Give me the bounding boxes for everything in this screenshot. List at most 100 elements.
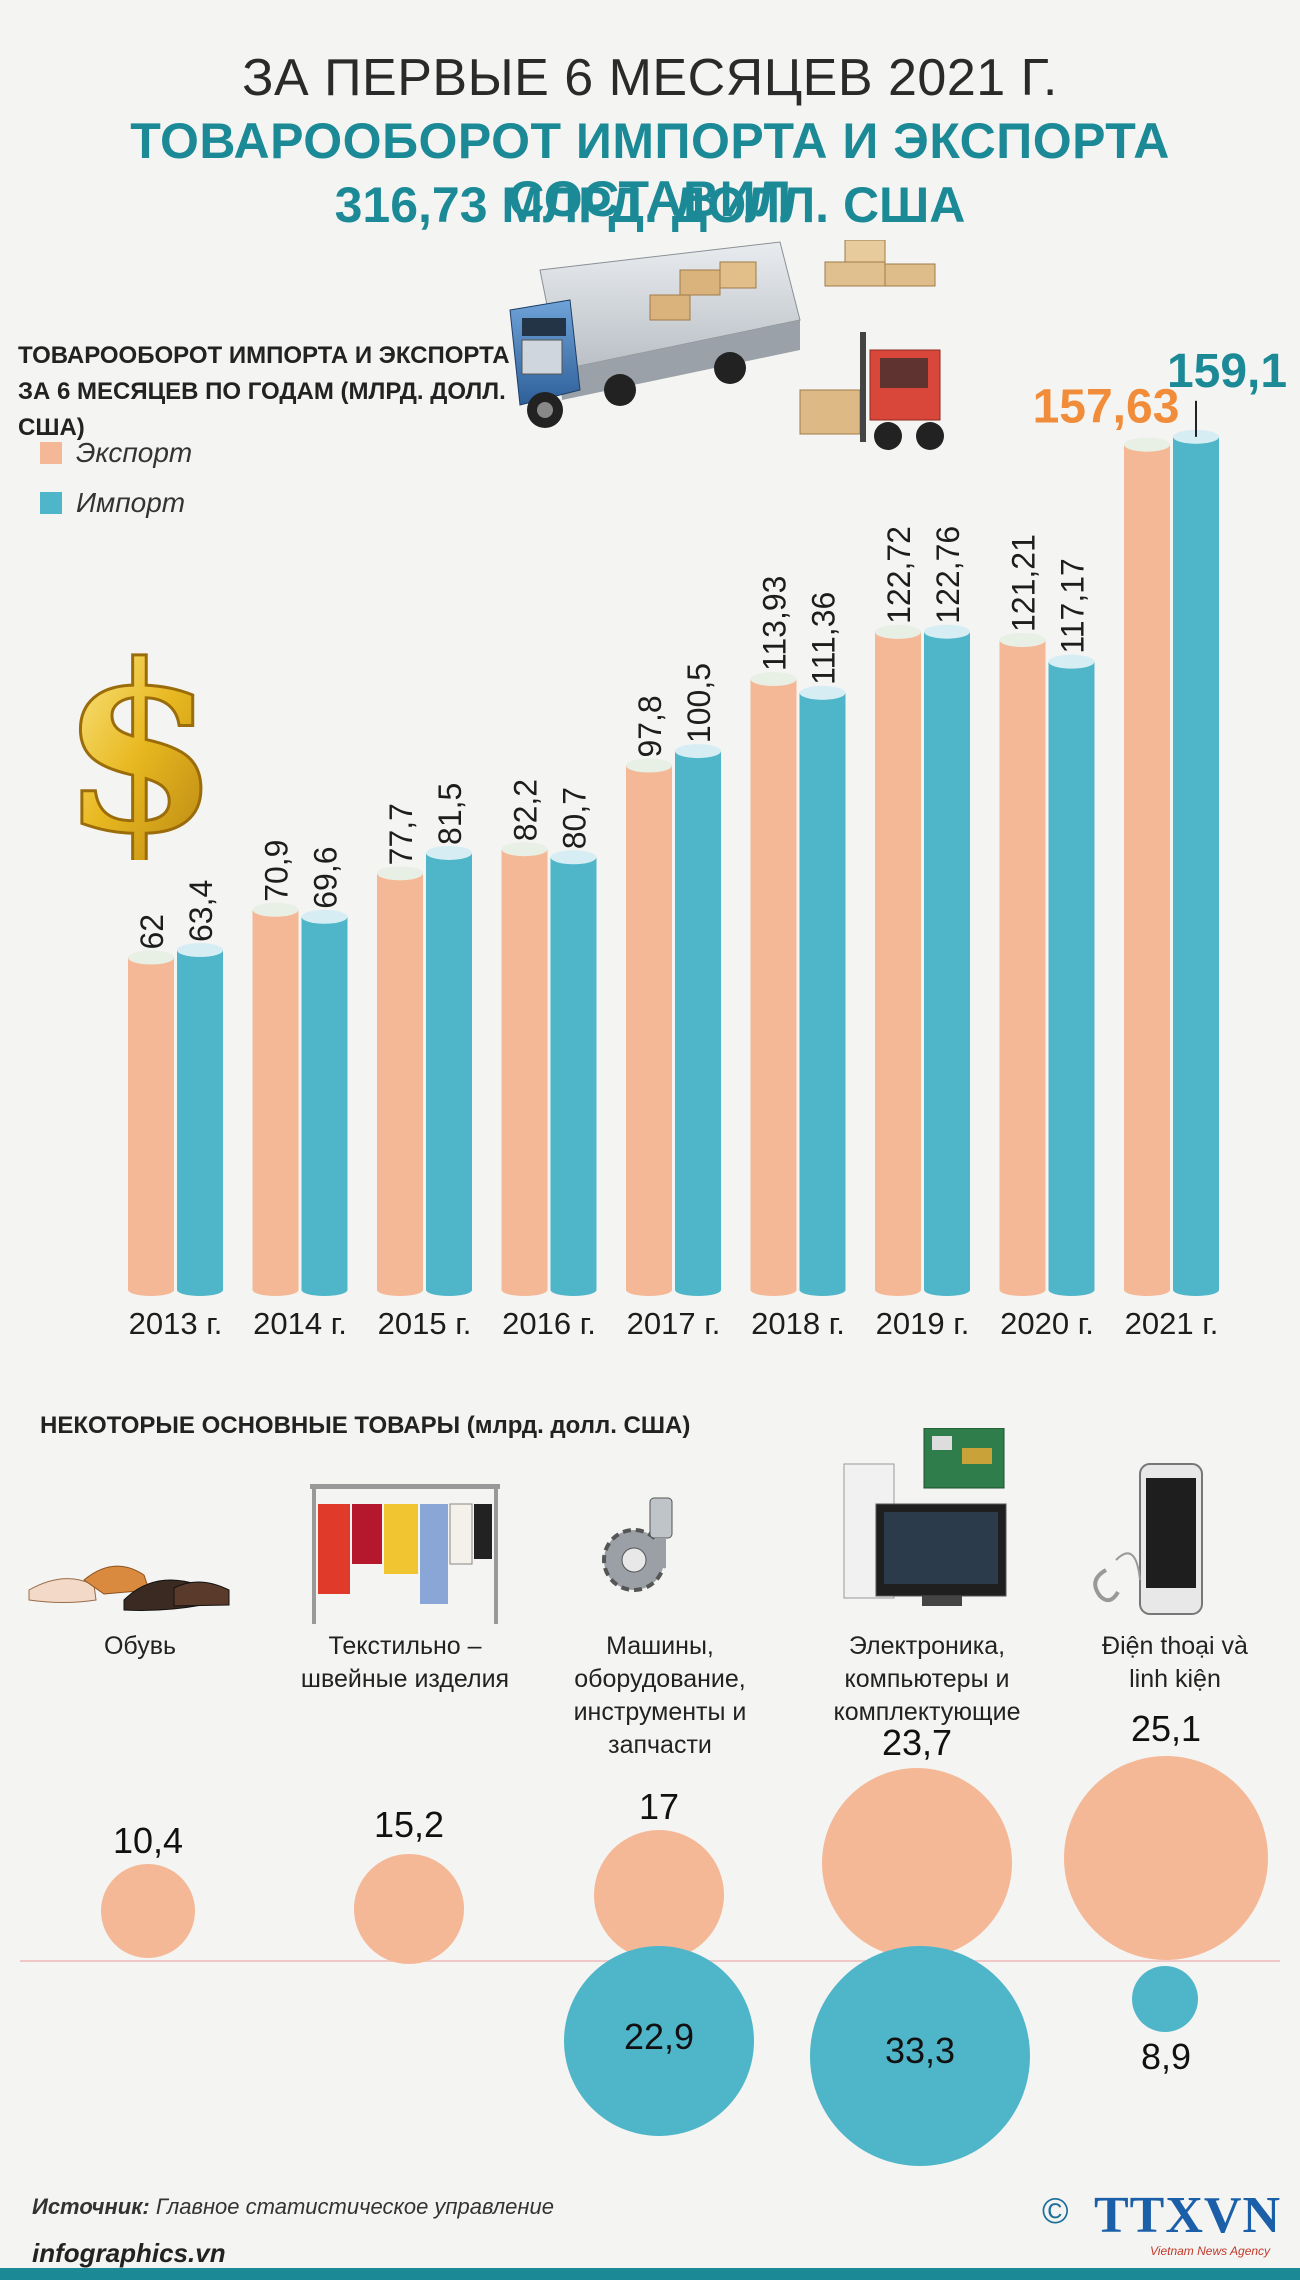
legend-item-import: Импорт [40,478,192,528]
x-tick-label-5: 2018 г. [751,1306,845,1341]
chart-title: ТОВАРООБОРОТ ИМПОРТА И ЭКСПОРТА ЗА 6 МЕС… [18,342,510,441]
bar-top-export-0 [128,950,174,965]
bar-export-6 [875,631,921,1290]
bar-import-1 [301,916,348,1290]
bar-export-1 [252,909,299,1290]
data-label-import-1: 69,6 [308,846,344,908]
bar-top-export-6 [875,624,921,639]
bubble-import-machinery [564,1946,754,2136]
bar-top-export-8 [1124,437,1170,452]
bar-import-0 [177,950,223,1290]
bar-base-import-8 [1173,1284,1219,1296]
value-export-machinery: 17 [638,1786,680,1827]
bar-base-import-7 [1048,1284,1095,1296]
gears-icon [602,1497,673,1592]
data-label-import-5: 111,36 [806,592,842,685]
smartphone-icon [1093,1463,1203,1615]
bar-top-import-3 [550,850,597,865]
dollar-sign-icon: $ [60,640,220,860]
data-label-import-0: 63,4 [183,880,219,942]
bar-top-import-5 [799,685,846,700]
value-export-phones: 25,1 [1130,1708,1202,1749]
bar-base-export-2 [377,1284,423,1296]
title-line-2: ТОВАРООБОРОТ ИМПОРТА И ЭКСПОРТА СОСТАВИЛ [130,113,1170,227]
bar-base-export-6 [875,1284,921,1296]
bar-top-import-2 [426,845,472,860]
goods-section-title: НЕКОТОРЫЕ ОСНОВНЫЕ ТОВАРЫ (млрд. долл. С… [40,1412,690,1440]
legend: Экспорт Импорт [40,428,192,528]
computer-icon [843,1428,1007,1606]
bar-top-export-2 [377,866,423,881]
bar-export-5 [750,679,797,1290]
title-line-1: ЗА ПЕРВЫЕ 6 МЕСЯЦЕВ 2021 Г. [242,49,1058,107]
data-label-export-2: 77,7 [383,803,419,865]
data-label-export-4: 97,8 [632,695,668,757]
svg-text:$: $ [60,640,220,860]
value-export-textile: 15,2 [373,1804,445,1845]
good-label-machinery: Машины, оборудование, инструменты и запч… [573,1632,747,1759]
ttxvn-logo: TTXVN [1094,2187,1282,2244]
bar-base-import-5 [799,1284,846,1296]
ttxvn-logo-subtitle: Vietnam News Agency [1150,2244,1271,2258]
bar-import-7 [1048,661,1095,1290]
bar-top-export-1 [252,902,299,917]
legend-item-export: Экспорт [40,428,192,478]
data-label-export-0: 62 [134,914,170,950]
data-label-export-7: 121,21 [1006,534,1042,632]
bubble-export-phones [1064,1756,1268,1960]
bar-base-import-0 [177,1284,223,1296]
source-note: Источник: Главное статистическое управле… [32,2194,554,2220]
bar-top-import-4 [675,744,721,759]
data-label-export-1: 70,9 [259,840,295,902]
goods-title-unit: (млрд. долл. США) [466,1412,691,1439]
bar-export-8 [1124,444,1170,1291]
bar-top-export-3 [501,842,548,857]
x-tick-label-4: 2017 г. [627,1306,721,1341]
x-tick-label-3: 2016 г. [502,1306,596,1341]
bar-export-3 [501,849,548,1290]
good-label-electronics: Электроника, компьютеры и комплектующие [833,1632,1021,1726]
bar-export-2 [377,873,423,1290]
data-label-import-2: 81,5 [432,783,468,845]
legend-label-export: Экспорт [76,437,193,468]
value-import-machinery: 22,9 [623,2016,695,2057]
site-link[interactable]: infographics.vn [32,2238,226,2268]
bar-base-export-0 [128,1284,174,1296]
bar-base-export-4 [626,1284,672,1296]
good-label-textile: Текстильно – швейные изделия [300,1632,510,1693]
good-label-footwear: Обувь [103,1632,177,1660]
bar-chart: 62 63,4 2013 г. 70,9 69,6 2014 г. 77,7 81,5 2015… [128,345,1287,1341]
bubble-export-footwear [101,1864,195,1958]
value-export-electronics: 23,7 [881,1722,953,1763]
bar-top-import-6 [924,624,970,639]
data-label-export-6: 122,72 [881,526,917,624]
bar-export-0 [128,957,174,1290]
bar-import-4 [675,751,721,1290]
copyright-icon: © [1042,2190,1069,2231]
value-import-phones: 8,9 [1140,2036,1192,2077]
bar-top-export-5 [750,672,797,687]
title-line-3: 316,73 МЛРД. ДОЛЛ. США [334,177,966,233]
bar-base-import-2 [426,1284,472,1296]
bar-top-import-7 [1048,654,1095,669]
x-tick-label-7: 2020 г. [1000,1306,1094,1341]
bubble-import-phones [1132,1966,1198,2032]
data-label-import-7: 117,17 [1055,558,1091,654]
data-label-export-3: 82,2 [508,779,544,841]
bar-top-export-7 [999,633,1046,648]
legend-label-import: Импорт [76,487,186,518]
bar-base-import-1 [301,1284,348,1296]
truck-forklift-illustration [509,240,944,450]
bar-export-4 [626,765,672,1290]
x-tick-label-0: 2013 г. [129,1306,223,1341]
bar-base-import-4 [675,1284,721,1296]
data-label-import-8: 159,1 [1167,345,1287,398]
data-label-export-5: 113,93 [757,576,793,672]
bubble-import-electronics [810,1946,1030,2166]
bar-import-8 [1173,436,1219,1290]
bar-base-export-8 [1124,1284,1170,1296]
data-label-export-8: 157,63 [1033,381,1180,434]
source-text: Главное статистическое управление [149,2194,554,2219]
bar-base-import-6 [924,1284,970,1296]
legend-swatch-import [40,492,62,514]
